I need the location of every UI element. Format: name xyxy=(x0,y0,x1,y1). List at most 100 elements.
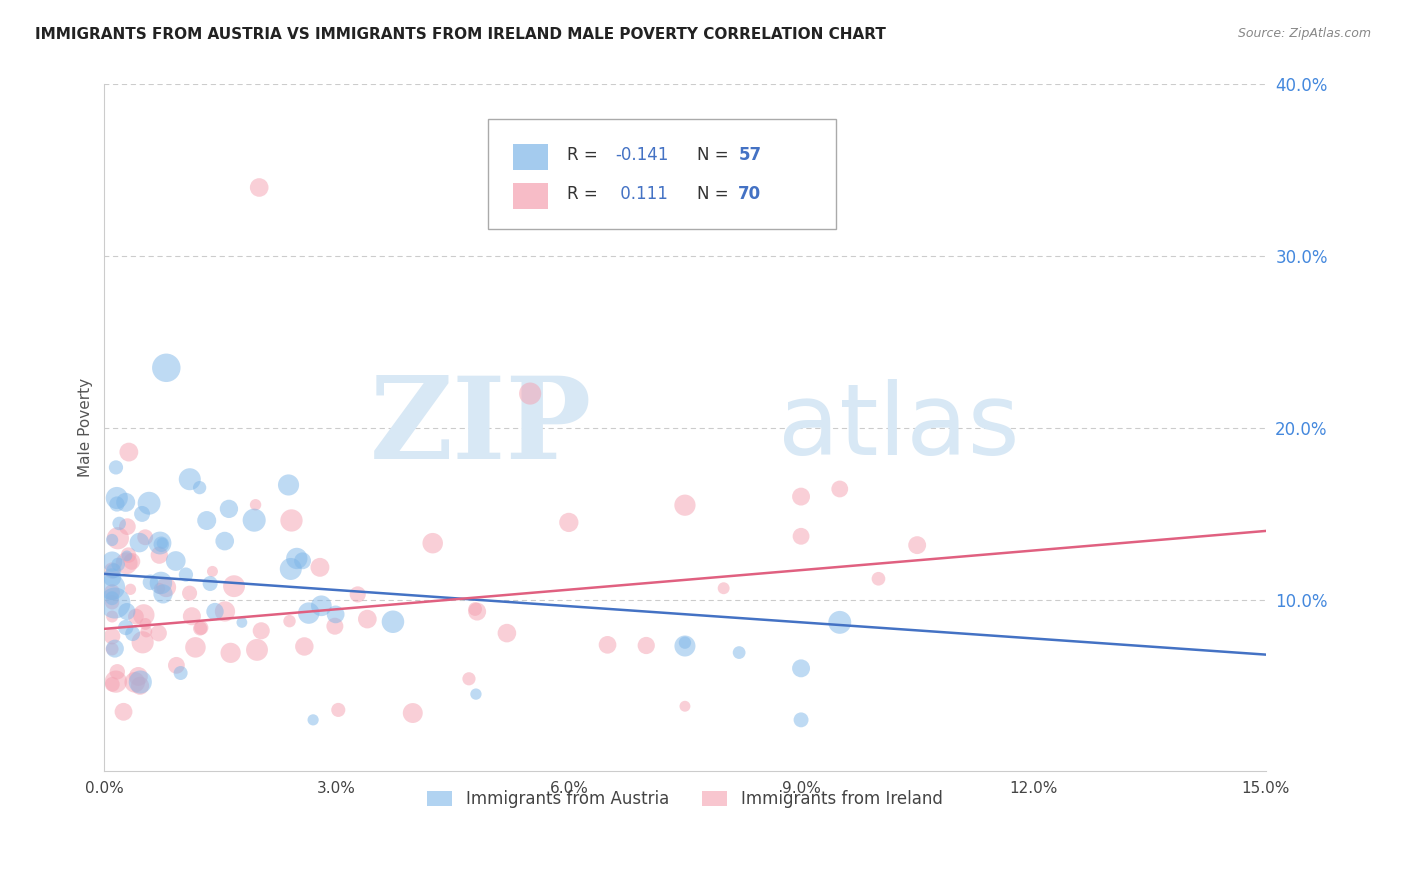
Point xyxy=(828,615,851,630)
Point xyxy=(179,472,201,486)
Point xyxy=(107,558,129,572)
Point xyxy=(298,606,321,620)
Point xyxy=(198,576,221,591)
Point xyxy=(103,564,125,578)
Point xyxy=(673,699,696,714)
Point xyxy=(246,643,269,657)
Point xyxy=(124,675,146,690)
Point xyxy=(148,626,170,640)
Point xyxy=(323,619,346,633)
Point xyxy=(558,516,581,530)
Point xyxy=(673,639,696,653)
Point xyxy=(311,599,333,613)
Point xyxy=(152,587,174,601)
Point xyxy=(636,639,658,653)
Text: 0.111: 0.111 xyxy=(616,186,668,203)
Point xyxy=(465,687,488,701)
Text: -0.141: -0.141 xyxy=(616,145,669,163)
Point xyxy=(148,582,170,596)
Point xyxy=(131,507,153,521)
Point xyxy=(101,580,124,594)
Point xyxy=(139,575,162,590)
Point xyxy=(280,562,302,576)
Point xyxy=(127,669,149,683)
Point xyxy=(356,612,378,626)
Point xyxy=(101,533,124,547)
Point xyxy=(105,491,128,505)
Point xyxy=(465,605,488,619)
Text: ZIP: ZIP xyxy=(370,373,592,483)
Point xyxy=(101,570,124,584)
Point xyxy=(134,530,156,544)
Point xyxy=(114,495,136,509)
Text: Source: ZipAtlas.com: Source: ZipAtlas.com xyxy=(1237,27,1371,40)
Point xyxy=(101,629,124,643)
Bar xyxy=(513,144,548,170)
Point xyxy=(121,554,143,568)
Text: atlas: atlas xyxy=(778,379,1019,476)
Point xyxy=(790,713,813,727)
Text: R =: R = xyxy=(567,186,598,203)
Point xyxy=(422,536,444,550)
Point xyxy=(218,501,240,516)
Y-axis label: Male Poverty: Male Poverty xyxy=(79,378,93,477)
Point xyxy=(596,638,619,652)
Point xyxy=(280,513,302,527)
Point xyxy=(174,567,197,582)
Legend: Immigrants from Austria, Immigrants from Ireland: Immigrants from Austria, Immigrants from… xyxy=(420,783,949,814)
Point xyxy=(179,586,201,600)
Point xyxy=(115,605,138,619)
Point xyxy=(188,622,211,636)
Point xyxy=(169,666,191,681)
Point xyxy=(309,560,332,574)
Point xyxy=(346,587,368,601)
Point xyxy=(278,614,301,628)
Point xyxy=(790,661,813,675)
Point xyxy=(125,609,148,624)
Point xyxy=(149,576,172,591)
Point xyxy=(728,646,751,660)
Point xyxy=(180,609,202,624)
Point xyxy=(165,658,187,673)
Point xyxy=(114,620,136,634)
Point xyxy=(277,478,299,492)
Point xyxy=(204,605,226,619)
Point xyxy=(101,642,124,657)
Point xyxy=(117,519,139,533)
Point xyxy=(149,536,172,550)
Point xyxy=(105,665,128,679)
Point xyxy=(104,596,127,610)
Point xyxy=(868,572,890,586)
Point xyxy=(108,516,131,531)
Point xyxy=(105,497,128,511)
Point xyxy=(150,536,173,550)
Point xyxy=(101,585,124,599)
Bar xyxy=(513,183,548,210)
Point xyxy=(713,581,735,595)
Point xyxy=(165,554,187,568)
Point xyxy=(101,595,124,609)
Text: R =: R = xyxy=(567,145,598,163)
Point xyxy=(101,591,124,606)
Point xyxy=(292,640,315,654)
Point xyxy=(118,445,141,459)
Point xyxy=(134,617,156,632)
Point xyxy=(115,549,138,563)
Point xyxy=(117,548,139,562)
Point xyxy=(155,580,177,594)
Point xyxy=(464,602,486,616)
Point xyxy=(828,482,851,496)
Point xyxy=(101,555,124,569)
Point xyxy=(188,481,211,495)
Point xyxy=(302,713,325,727)
Text: IMMIGRANTS FROM AUSTRIA VS IMMIGRANTS FROM IRELAND MALE POVERTY CORRELATION CHAR: IMMIGRANTS FROM AUSTRIA VS IMMIGRANTS FR… xyxy=(35,27,886,42)
Point xyxy=(101,564,124,578)
Point xyxy=(214,534,236,549)
Point xyxy=(905,538,928,552)
Point xyxy=(201,565,224,579)
Point xyxy=(155,360,177,375)
Point xyxy=(120,582,142,597)
Point xyxy=(219,646,242,660)
Text: 70: 70 xyxy=(738,186,762,203)
Point xyxy=(115,556,138,570)
